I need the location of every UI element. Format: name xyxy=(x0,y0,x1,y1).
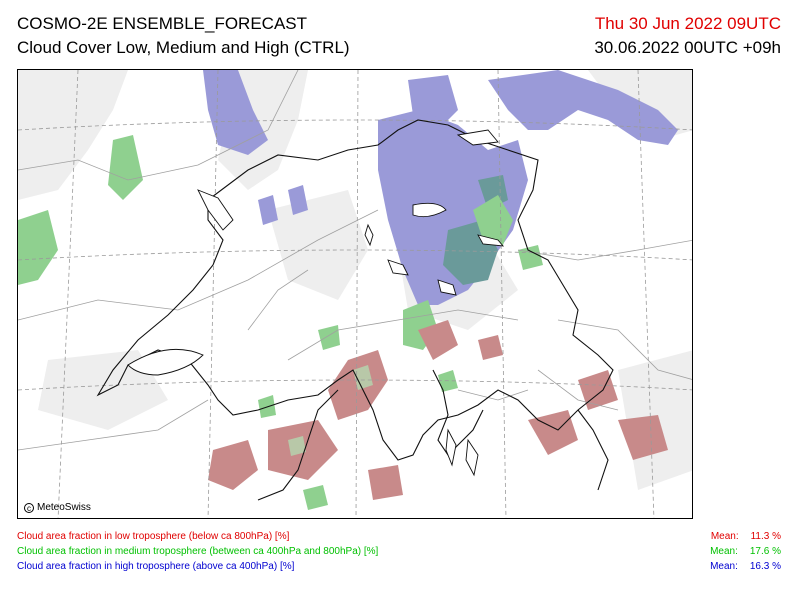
medium-cloud-areas xyxy=(18,135,543,510)
map-canvas xyxy=(18,70,692,518)
regional-boundaries xyxy=(18,70,692,451)
low-medium-overlap-areas xyxy=(288,365,373,456)
forecast-title: COSMO-2E ENSEMBLE_FORECAST xyxy=(17,14,308,33)
lakes xyxy=(127,129,505,477)
copyright-text: MeteoSwiss xyxy=(37,502,91,513)
lat-lon-grid xyxy=(18,70,692,518)
run-time: 30.06.2022 00UTC +09h xyxy=(594,38,781,57)
legend-medium-mean-value: 17.6 % xyxy=(749,546,781,557)
legend-medium-mean-label: Mean: xyxy=(710,546,738,557)
legend-medium-cloud: Cloud area fraction in medium tropospher… xyxy=(17,546,781,557)
legend-high-cloud: Cloud area fraction in high troposphere … xyxy=(17,561,781,572)
legend-low-cloud: Cloud area fraction in low troposphere (… xyxy=(17,531,781,542)
legend-low-mean-label: Mean: xyxy=(710,531,739,542)
light-cloud-areas xyxy=(18,70,692,490)
legend-high-mean-value: 16.3 % xyxy=(749,561,781,572)
legend-high-mean-label: Mean: xyxy=(710,561,738,572)
copyright-notice: c MeteoSwiss xyxy=(24,502,91,513)
legend-low-mean-value: 11.3 % xyxy=(750,531,781,542)
legend-medium-label: Cloud area fraction in medium tropospher… xyxy=(17,546,379,557)
cloud-cover-map: c MeteoSwiss xyxy=(17,69,693,519)
copyright-icon: c xyxy=(24,502,34,513)
low-cloud-areas xyxy=(208,320,668,500)
valid-time: Thu 30 Jun 2022 09UTC xyxy=(594,14,781,33)
legend-high-label: Cloud area fraction in high troposphere … xyxy=(17,561,295,572)
legend-low-label: Cloud area fraction in low troposphere (… xyxy=(17,531,290,542)
forecast-subtitle: Cloud Cover Low, Medium and High (CTRL) xyxy=(17,38,350,57)
